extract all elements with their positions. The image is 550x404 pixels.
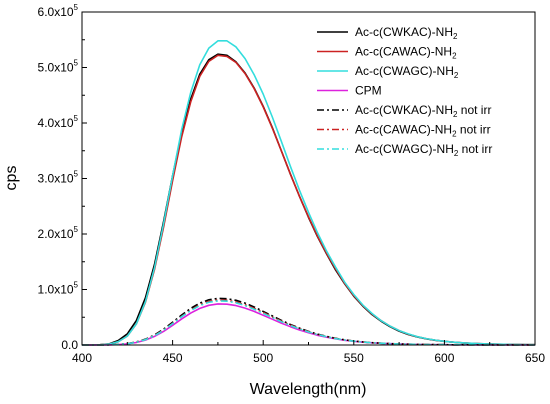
series-line-1 [82,53,536,346]
series-layer [82,40,536,346]
y-tick-label: 6.0x105 [38,3,79,19]
y-axis: 0.0 1.0x105 2.0x105 3.0x105 4.0x105 5.0x105 6.… [38,3,87,352]
legend-label-5: Ac-c(CWKAC)-NH2 not irr [355,103,491,119]
y-axis-label: cps [3,166,20,191]
legend-label-4: CPM [355,84,382,98]
x-tick-label: 650 [525,351,545,365]
x-tick-label: 550 [344,351,364,365]
x-axis-label: Wavelength(nm) [250,381,367,398]
y-tick-label: 0.0 [61,338,78,352]
y-tick-label: 2.0x105 [38,225,79,241]
series-line-4 [82,303,536,346]
legend-label-1: Ac-c(CWKAC)-NH2 [355,25,458,41]
series-line-2 [82,54,536,346]
legend: Ac-c(CWKAC)-NH2 Ac-c(CAWAC)-NH2 Ac-c(CWAGC… [317,25,492,158]
y-tick-label: 1.0x105 [38,281,79,297]
y-tick-label: 3.0x105 [38,170,79,186]
x-tick-label: 450 [163,351,183,365]
x-tick-label: 400 [72,351,92,365]
legend-label-6: Ac-c(CAWAC)-NH2 not irr [355,123,491,139]
legend-label-3: Ac-c(CWAGC)-NH2 [355,64,459,80]
x-tick-label: 500 [253,351,273,365]
plot-frame [81,11,536,346]
series-line-3 [82,40,536,346]
legend-label-7: Ac-c(CWAGC)-NH2 not irr [355,142,492,158]
y-tick-label: 4.0x105 [38,114,79,130]
legend-label-2: Ac-c(CAWAC)-NH2 [355,45,457,61]
x-tick-label: 600 [434,351,454,365]
x-axis: 400 450 500 550 600 650 [72,340,545,365]
y-tick-label: 5.0x105 [38,59,79,75]
